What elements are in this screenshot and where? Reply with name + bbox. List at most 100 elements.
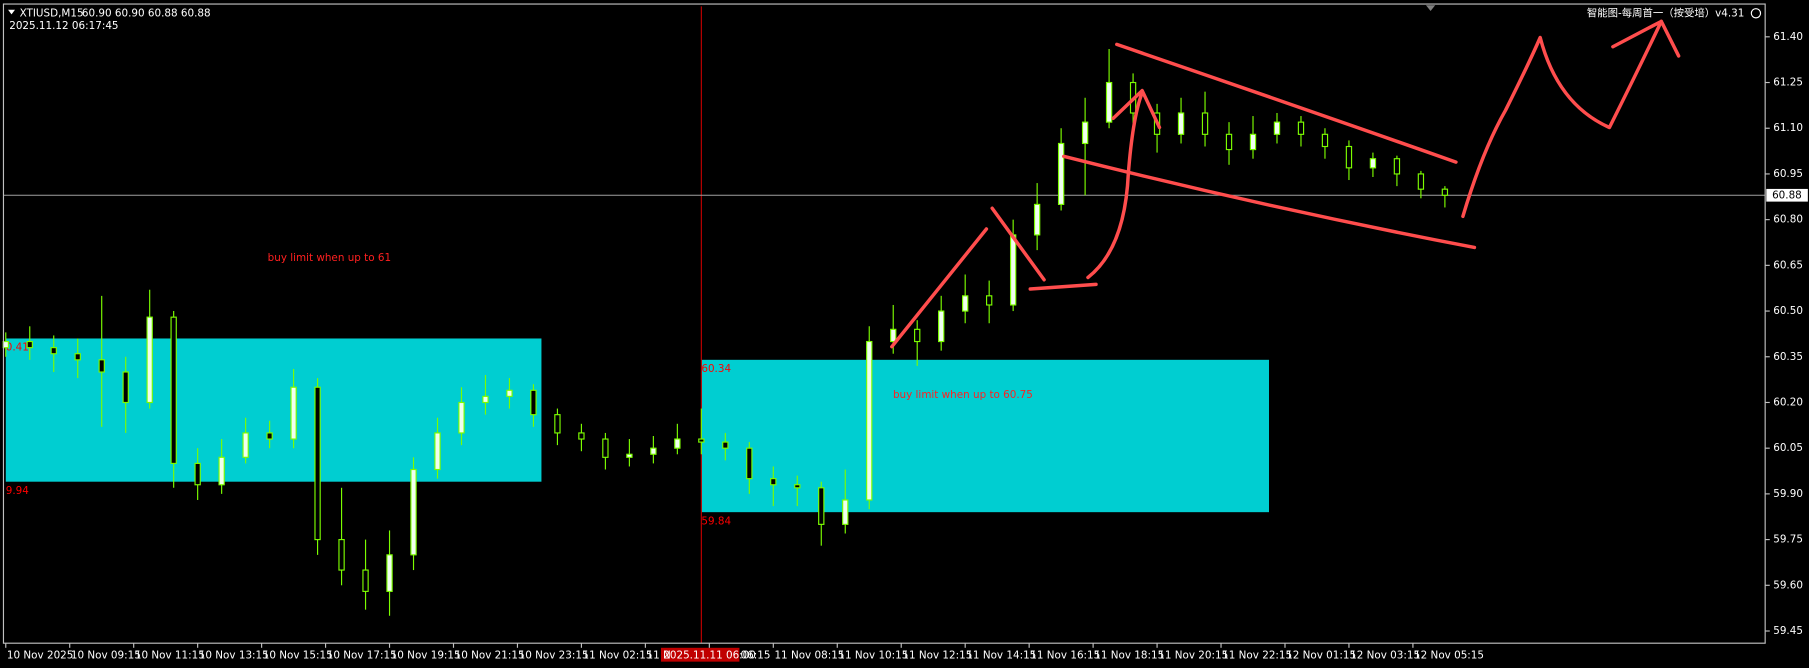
crosshair-label: 2025.11.11 06:00 [663,649,756,661]
candle-body [1057,142,1065,205]
candle-body [1225,133,1233,151]
x-tick-label: 10 Nov 11:15 [135,649,205,661]
x-tick-label: 10 Nov 13:15 [199,649,269,661]
candle-body [1033,203,1041,236]
trend-stroke [990,206,1046,282]
menu-triangle[interactable] [8,9,15,15]
candle-body [1249,133,1257,151]
y-tick-label: 60.65 [1773,259,1803,271]
x-tick-label: 10 Nov 23:15 [519,649,589,661]
y-tick-label: 59.60 [1773,579,1803,591]
zones: 0.41 9.94 60.34 59.84 [5,338,1269,527]
candle-body [26,340,33,349]
reference-lines [3,6,1766,644]
y-tick-label: 61.40 [1773,31,1803,43]
hand-drawing [890,19,1681,349]
zone [701,359,1269,513]
indicator-icon[interactable] [1750,8,1762,19]
candle-body [98,359,105,373]
candle-body [122,371,129,404]
candle-body [1345,145,1353,169]
x-tick-label: 06:15 [741,649,771,661]
zone-bottom-label: 59.84 [701,515,731,527]
x-tick-label: 10 Nov 15:15 [263,649,333,661]
annotation: buy limit when up to 60.75 [893,389,1033,401]
y-tick-label: 60.80 [1773,214,1803,226]
crosshair-tag [660,647,740,662]
candle-body [722,441,729,449]
trend-stroke [890,227,989,349]
x-tick-label: 11 Nov 22:15 [1222,649,1292,661]
candle-body [938,310,945,343]
candle-body [770,478,777,486]
trend-stroke [1028,282,1098,291]
current-price-tag [1766,188,1808,202]
axes: 61.40 61.25 61.10 60.95 60.80 60.65 60.50 60.35… [2,3,1808,662]
x-tick-label: 10 Nov 21:15 [455,649,525,661]
candle-body [290,386,297,440]
x-tick-label: 11 Nov 10:15 [838,649,908,661]
candle-body [50,347,57,355]
candle-body [506,389,513,397]
x-tick-label: 11 Nov 14:15 [966,649,1036,661]
y-tick-label: 60.35 [1773,351,1803,363]
y-tick-label: 59.90 [1773,488,1803,500]
candle-body [1105,81,1113,123]
candle-body [1009,234,1017,306]
zone [5,338,542,482]
candles [2,49,1449,616]
candle-body [914,328,921,343]
x-tick-label: 12 Nov 03:15 [1350,649,1420,661]
candle-body [1393,158,1401,175]
candle-body [242,432,249,458]
channel-top [1115,42,1458,164]
shift-marker [1425,5,1436,11]
candle-body [1081,121,1089,145]
candle-body [985,295,993,306]
y-tick-label: 60.50 [1773,305,1803,317]
y-tick-label: 59.45 [1773,625,1803,637]
candle-body [602,438,609,458]
x-tick-label: 10 Nov 2025 [7,649,73,661]
ohlc: 60.90 60.90 60.88 60.88 [82,7,211,19]
x-tick-label: 11 N [647,649,671,661]
y-tick-label: 59.75 [1773,534,1803,546]
candle-body [842,499,849,525]
candle-body [794,484,801,489]
candle-body [434,432,441,471]
current-price-label: 60.88 [1772,189,1802,201]
candle-body [362,569,369,592]
candle-body [266,432,273,440]
plot-frame [2,3,1766,644]
channel-bottom [1061,154,1477,250]
candle-body [890,328,897,343]
zone-top-label: 60.34 [701,363,731,375]
indicator-label: 智能图-每周首一（按受培）v4.31 [1587,6,1745,19]
candle-body [1417,173,1425,190]
y-tick-label: 61.10 [1773,122,1803,134]
x-tick-label: 11 Nov 16:15 [1030,649,1100,661]
y-tick-label: 60.20 [1773,396,1803,408]
candle-body [746,447,753,480]
x-tick-label: 11 Nov 08:15 [774,649,844,661]
x-tick-label: 10 Nov 19:15 [391,649,461,661]
candle-body [386,554,393,592]
candle-body [74,353,81,361]
candle-body [962,295,969,312]
candle-body [146,316,153,404]
candle-body [1441,188,1449,196]
candle-body [482,395,489,404]
x-tick-label: 12 Nov 05:15 [1414,649,1484,661]
candle-body [194,462,201,486]
x-tick-label: 11 Nov 20:15 [1158,649,1228,661]
candle-body [650,447,657,455]
x-tick-label: 11 Nov 12:15 [902,649,972,661]
candle-body [458,401,465,434]
x-tick-label: 10 Nov 17:15 [327,649,397,661]
annotation: buy limit when up to 61 [268,252,391,264]
candle-body [410,468,417,556]
candle-body [554,414,561,434]
candle-body [674,438,681,449]
